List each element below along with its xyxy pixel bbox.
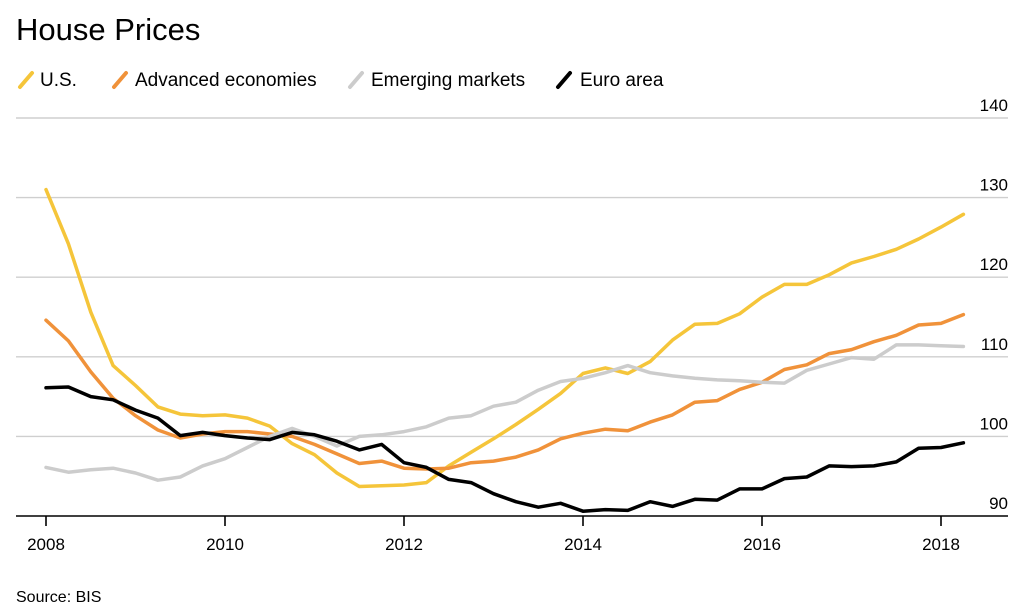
x-tick-label-2010: 2010 bbox=[206, 535, 244, 554]
series-lines bbox=[44, 187, 966, 513]
legend-label-advanced-economies: Advanced economies bbox=[135, 70, 317, 91]
legend-swatch-euro-area bbox=[556, 71, 572, 89]
gridlines bbox=[16, 117, 1008, 438]
x-tick-label-2012: 2012 bbox=[385, 535, 423, 554]
y-tick-label-90: 90 bbox=[989, 494, 1008, 513]
legend-entry-us: U.S. bbox=[18, 70, 77, 91]
x-tick-label-2014: 2014 bbox=[564, 535, 602, 554]
y-axis-ticks: 90 100 110 120 130 140 bbox=[980, 96, 1008, 513]
y-tick-label-110: 110 bbox=[981, 335, 1008, 354]
chart-source: Source: BIS bbox=[16, 589, 101, 606]
legend-label-us: U.S. bbox=[40, 70, 77, 91]
legend-entry-advanced-economies: Advanced economies bbox=[112, 70, 317, 91]
legend-swatch-us bbox=[18, 71, 34, 89]
legend-swatch-advanced-economies bbox=[112, 71, 128, 89]
legend-label-emerging-markets: Emerging markets bbox=[371, 70, 525, 91]
y-tick-label-130: 130 bbox=[980, 176, 1008, 195]
legend-swatch-emerging-markets bbox=[348, 71, 364, 89]
y-tick-label-140: 140 bbox=[980, 96, 1008, 115]
series-line-u-s bbox=[44, 187, 966, 489]
y-tick-label-120: 120 bbox=[980, 255, 1008, 274]
x-tick-label-2016: 2016 bbox=[743, 535, 781, 554]
legend: U.S. Advanced economies Emerging markets… bbox=[18, 70, 664, 91]
chart-title: House Prices bbox=[16, 12, 200, 47]
legend-entry-emerging-markets: Emerging markets bbox=[348, 70, 525, 91]
x-axis-ticks: 2008 2010 2012 2014 2016 2018 bbox=[27, 516, 960, 554]
series-line-emerging-markets bbox=[44, 343, 966, 482]
legend-entry-euro-area: Euro area bbox=[556, 70, 664, 91]
y-tick-label-100: 100 bbox=[980, 414, 1008, 433]
x-tick-label-2018: 2018 bbox=[922, 535, 960, 554]
x-tick-label-2008: 2008 bbox=[27, 535, 65, 554]
series-line-advanced-economies bbox=[44, 312, 966, 471]
legend-label-euro-area: Euro area bbox=[580, 70, 664, 91]
series-line-euro-area bbox=[44, 385, 966, 513]
